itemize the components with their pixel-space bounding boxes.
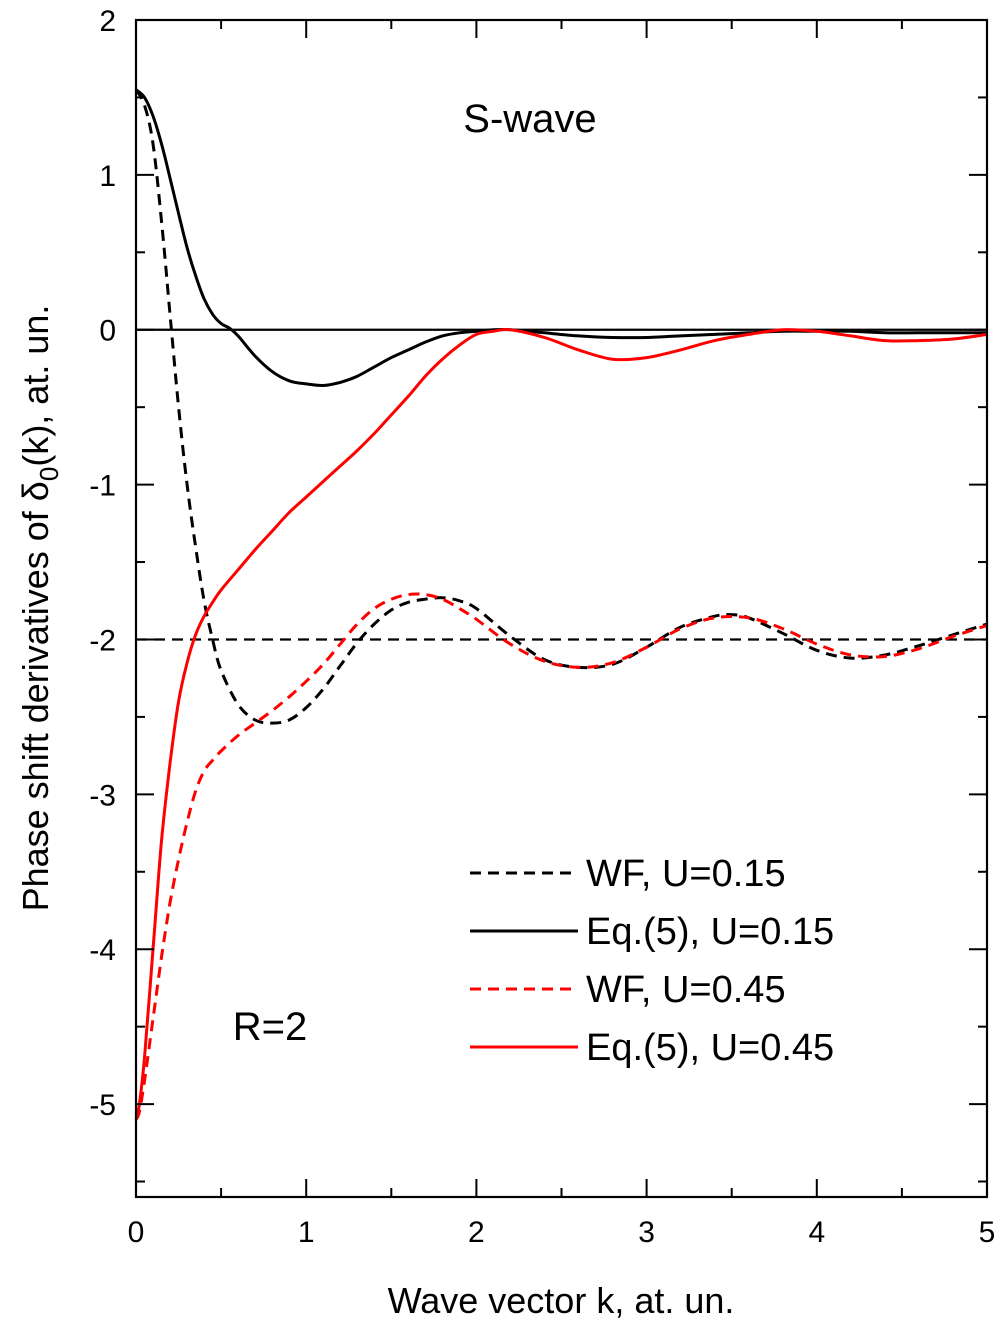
- y-tick-label: 2: [99, 5, 116, 38]
- x-tick-labels: 0 1 2 3 4 5: [128, 1216, 996, 1249]
- y-axis-title: Phase shift derivatives of δ0(k), at. un…: [15, 305, 64, 912]
- series-line-eq-5-u-0-45: [134, 327, 988, 1120]
- y-tick-labels: -5 -4 -3 -2 -1 0 1 2: [89, 5, 116, 1122]
- x-axis-title: Wave vector k, at. un.: [388, 1280, 735, 1321]
- y-tick-label: -4: [89, 934, 116, 967]
- y-tick-label: -5: [89, 1089, 116, 1122]
- y-tick-label: -1: [89, 470, 116, 503]
- x-tick-label: 1: [298, 1216, 315, 1249]
- legend-label-wf-u-0-45: WF, U=0.45: [586, 969, 786, 1011]
- annotation-r-value: R=2: [233, 1005, 308, 1049]
- x-tick-label: 5: [979, 1216, 996, 1249]
- series-line-wf-u-0-45: [134, 592, 988, 1121]
- plot-curves: [134, 88, 988, 1121]
- annotation-s-wave: S-wave: [463, 97, 596, 141]
- y-tick-label: 0: [99, 315, 116, 348]
- y-tick-label: -3: [89, 779, 116, 812]
- y-tick-label: -2: [89, 624, 116, 657]
- legend: WF, U=0.15 Eq.(5), U=0.15 WF, U=0.45 Eq.(5)…: [470, 853, 834, 1069]
- x-tick-label: 2: [468, 1216, 485, 1249]
- axis-ticks: [135, 19, 988, 1197]
- legend-label-wf-u-0-15: WF, U=0.15: [586, 853, 786, 895]
- y-tick-label: 1: [99, 160, 116, 193]
- x-tick-label: 0: [128, 1216, 145, 1249]
- series-line-eq-5-u-0-15: [134, 88, 987, 388]
- x-tick-label: 4: [808, 1216, 825, 1249]
- x-tick-label: 3: [638, 1216, 655, 1249]
- series-line-wf-u-0-15: [134, 88, 988, 725]
- legend-label-eq-5-u-0-45: Eq.(5), U=0.45: [586, 1027, 834, 1069]
- y-axis-title-subscript: 0: [34, 467, 64, 481]
- legend-label-eq-5-u-0-15: Eq.(5), U=0.15: [586, 911, 834, 953]
